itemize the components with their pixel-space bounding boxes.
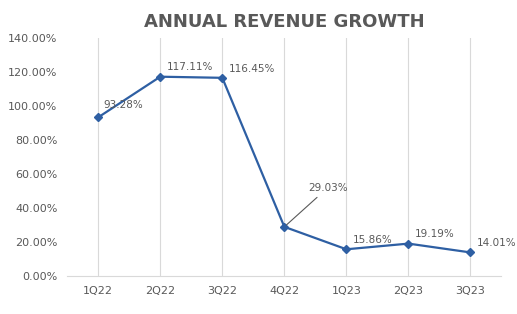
Title: ANNUAL REVENUE GROWTH: ANNUAL REVENUE GROWTH (144, 13, 424, 30)
Text: 117.11%: 117.11% (166, 62, 213, 73)
Text: 15.86%: 15.86% (353, 235, 392, 245)
Text: 14.01%: 14.01% (477, 238, 516, 248)
Text: 19.19%: 19.19% (415, 229, 454, 239)
Text: 29.03%: 29.03% (286, 183, 347, 225)
Text: 93.28%: 93.28% (103, 100, 143, 111)
Text: 116.45%: 116.45% (229, 63, 275, 73)
